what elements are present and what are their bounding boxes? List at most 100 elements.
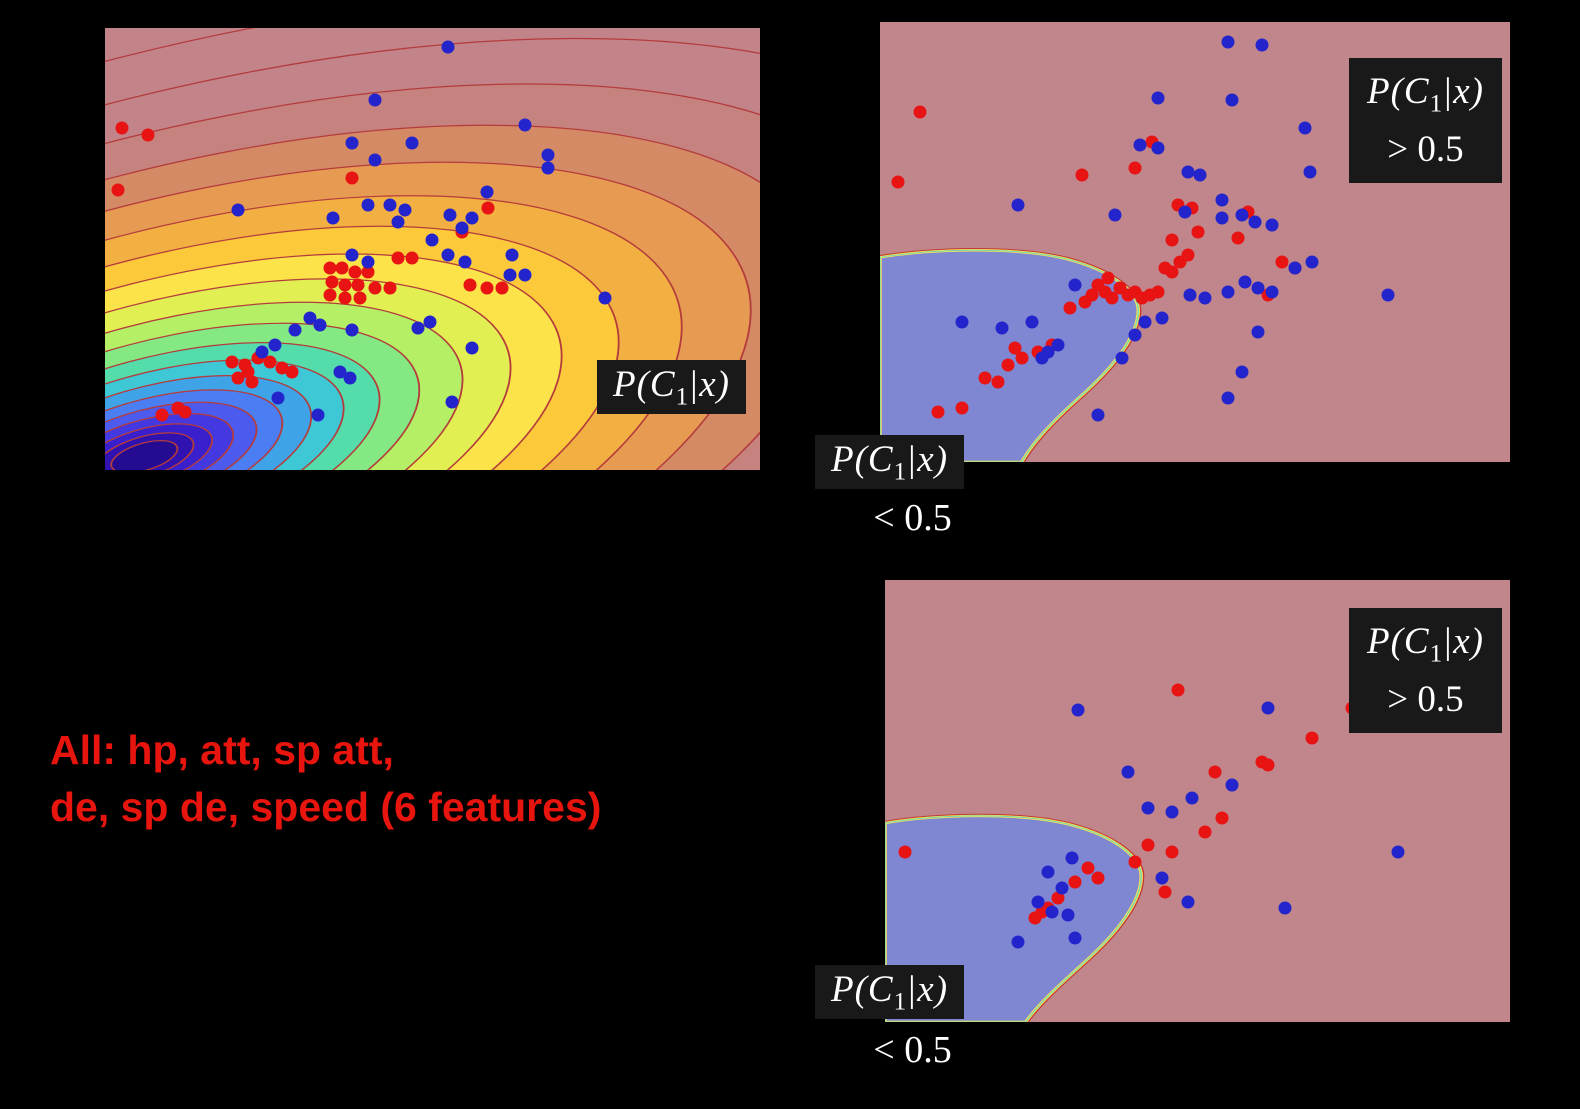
gt-label-value: > 0.5 [1387,678,1464,720]
data-point-class-blue [1041,865,1055,879]
data-point-class-red [1208,765,1222,779]
data-point-class-red [1081,861,1095,875]
data-point-class-red [1198,825,1212,839]
data-point-class-red [1165,233,1179,247]
data-point-class-blue [1065,851,1079,865]
data-point-class-red [1028,911,1042,925]
data-point-class-blue [1091,408,1105,422]
data-point-class-red [1015,351,1029,365]
gt-label-tail: |x) [1442,71,1484,112]
feature-caption: All: hp, att, sp att, de, sp de, speed (… [50,722,601,837]
data-point-class-red [1128,855,1142,869]
gt-label-sub: 1 [1429,90,1443,118]
data-point-class-blue [268,338,282,352]
data-point-class-red [463,278,477,292]
data-point-class-red [1101,271,1115,285]
data-point-class-blue [1305,255,1319,269]
feature-caption-line1: All: hp, att, sp att, [50,727,394,773]
data-point-class-blue [1108,208,1122,222]
data-point-class-blue [368,93,382,107]
data-point-class-blue [1251,325,1265,339]
data-point-class-blue [1151,91,1165,105]
data-point-class-blue [1138,315,1152,329]
lt-label-sub: 1 [893,458,907,486]
scatter-layer [885,580,1510,1022]
data-point-class-blue [343,371,357,385]
data-point-class-blue [405,136,419,150]
lt-label-tail: |x) [906,969,949,1010]
data-point-class-red [335,261,349,275]
data-point-class-blue [1051,338,1065,352]
data-point-class-blue [361,255,375,269]
lt-label: P(C1|x) [815,435,965,490]
data-point-class-red [1231,231,1245,245]
data-point-class-red [348,265,362,279]
data-point-class-blue [1391,845,1405,859]
data-point-class-red [111,183,125,197]
data-point-class-red [898,845,912,859]
data-point-class-red [338,278,352,292]
data-point-class-red [1008,341,1022,355]
data-point-class-blue [1238,275,1252,289]
gt-label-tail: |x) [1442,621,1484,662]
lt-label-value: < 0.5 [873,497,952,539]
data-point-class-blue [443,208,457,222]
data-point-class-blue [345,136,359,150]
data-point-class-red [1181,248,1195,262]
data-point-class-blue [1225,93,1239,107]
data-point-class-red [1275,255,1289,269]
data-point-class-blue [1165,805,1179,819]
data-point-class-blue [1055,881,1069,895]
data-point-class-red [1105,291,1119,305]
data-point-class-red [913,105,927,119]
data-point-class-red [225,355,239,369]
data-point-class-blue [1141,801,1155,815]
data-point-class-red [1171,683,1185,697]
lt-label-tail: |x) [906,439,949,480]
data-point-class-blue [1248,215,1262,229]
posterior-label: P(C1|x) [596,359,746,414]
contour-plot: P(C1|x) [105,28,760,470]
data-point-class-blue [1128,328,1142,342]
data-point-class-red [353,291,367,305]
data-point-class-blue [411,321,425,335]
data-point-class-blue [1045,905,1059,919]
gt-label-posterior: P(C1|x) [1367,65,1484,123]
data-point-class-blue [425,233,439,247]
data-point-class-blue [1265,285,1279,299]
data-point-class-blue [441,40,455,54]
data-point-class-blue [1381,288,1395,302]
data-point-class-red [285,365,299,379]
data-point-class-blue [458,255,472,269]
data-point-class-blue [1181,895,1195,909]
data-point-class-red [480,281,494,295]
data-point-class-red [1078,295,1092,309]
data-point-class-blue [345,248,359,262]
data-point-class-blue [1255,38,1269,52]
data-point-class-red [245,375,259,389]
lt-label-text: P(C [831,969,894,1010]
gt-label-sub: 1 [1429,640,1443,668]
data-point-class-red [495,281,509,295]
data-point-class-blue [1288,261,1302,275]
data-point-class-red [1261,758,1275,772]
gt-label-text: P(C [1366,621,1430,662]
data-point-class-blue [288,323,302,337]
data-point-class-red [1191,225,1205,239]
data-point-class-red [323,288,337,302]
data-point-class-red [891,175,905,189]
data-point-class-red [155,408,169,422]
data-point-class-red [481,201,495,215]
data-point-class-blue [231,203,245,217]
data-point-class-blue [1025,315,1039,329]
gt-label-posterior: P(C1|x) [1367,615,1484,673]
data-point-class-blue [271,391,285,405]
data-point-class-blue [480,185,494,199]
data-point-class-blue [955,315,969,329]
decision-plot-bottom: P(C1|x) > 0.5 P(C1|x) < 0.5 [815,580,1510,1071]
data-point-class-blue [303,311,317,325]
data-point-class-blue [445,395,459,409]
data-point-class-blue [1183,288,1197,302]
data-point-class-blue [1133,138,1147,152]
data-point-class-blue [995,321,1009,335]
